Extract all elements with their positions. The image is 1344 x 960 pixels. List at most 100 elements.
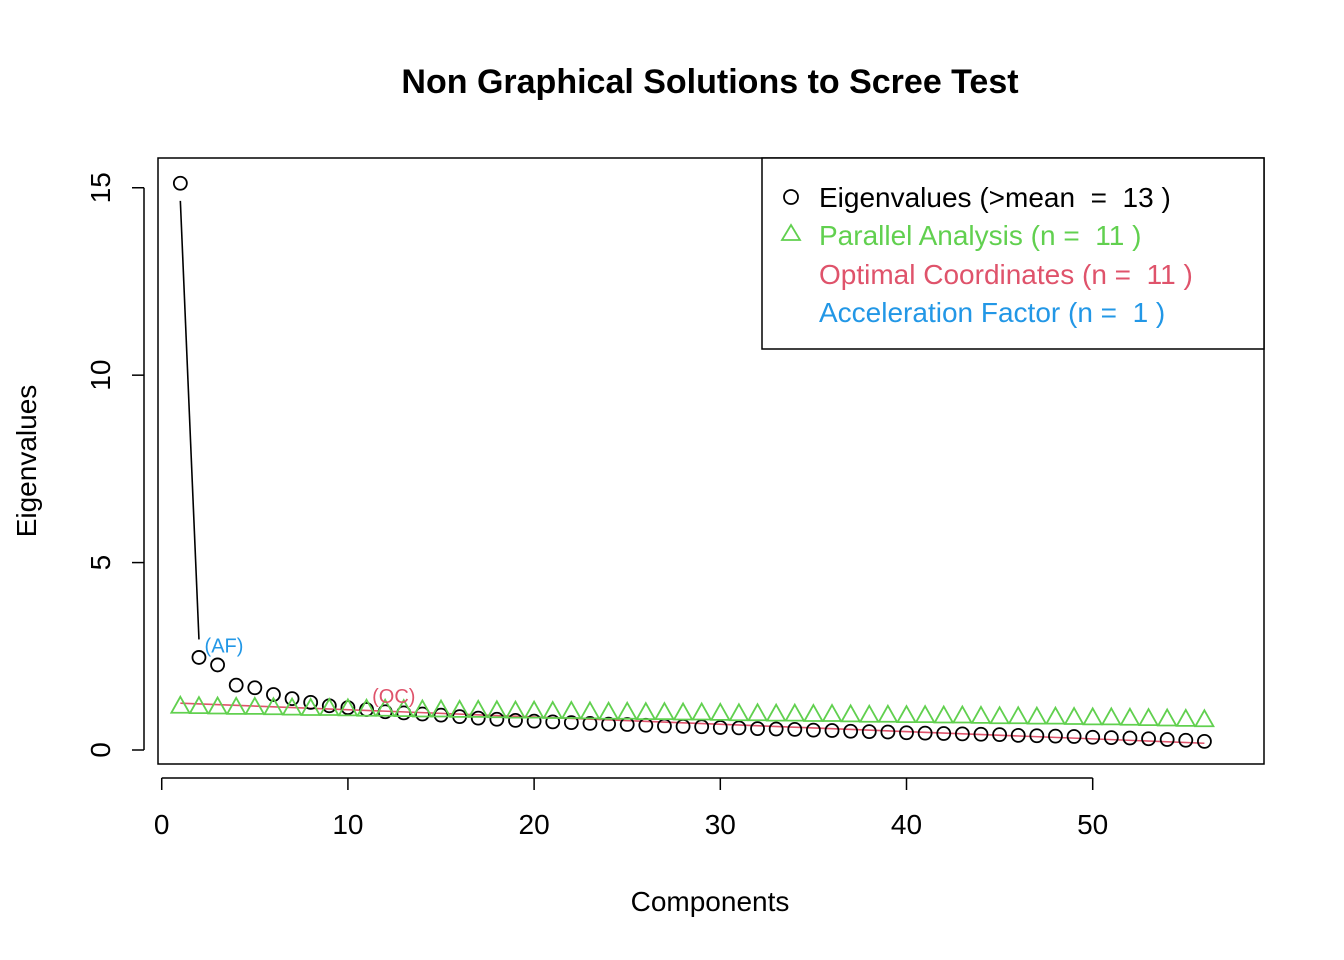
y-tick-label: 0: [85, 742, 116, 758]
parallel-point: [989, 705, 1011, 725]
eigen-point: [1048, 728, 1063, 744]
eigen-point: [936, 726, 952, 741]
parallel-point: [784, 702, 806, 722]
parallel-point: [747, 702, 769, 722]
parallel-point: [374, 697, 396, 717]
chart-title: Non Graphical Solutions to Scree Test: [401, 63, 1018, 101]
oc_line: [180, 702, 1205, 745]
x-tick-label: 30: [705, 809, 736, 840]
legend-label-parallel: Parallel Analysis (n = 11 ): [819, 220, 1141, 251]
parallel-point: [877, 703, 899, 723]
eigen-point: [731, 720, 747, 736]
marks-layer: [169, 175, 1215, 749]
eigen-point: [750, 721, 765, 737]
eigen-point: [1103, 730, 1119, 746]
parallel-point: [672, 701, 694, 721]
eigen-point: [508, 712, 523, 728]
eigen-point: [899, 725, 914, 741]
x-tick-label: 0: [154, 809, 170, 840]
eigen-point: [433, 707, 449, 723]
parallel-point: [895, 704, 918, 724]
eigen-point: [1010, 727, 1026, 743]
eigen-point: [601, 716, 616, 732]
parallel-point: [840, 703, 862, 723]
eigen-point: [973, 726, 989, 742]
parallel-point: [933, 704, 955, 724]
parallel-point: [728, 702, 750, 722]
plot-frame: [157, 157, 1265, 765]
eigen-point: [806, 722, 821, 738]
parallel-point: [467, 699, 489, 718]
y-tick-label: 5: [85, 555, 116, 571]
eigen-point: [675, 718, 691, 734]
parallel-point: [169, 694, 191, 714]
eigen-point: [266, 687, 281, 702]
parallel-point: [523, 699, 545, 719]
parallel-point: [858, 703, 880, 723]
eigen-point: [284, 691, 300, 707]
eigen-point: [917, 725, 933, 741]
eigen-point: [210, 657, 225, 673]
parallel-point: [1082, 706, 1104, 726]
y-tick-label: 10: [85, 360, 116, 391]
legend-label-acceleration: Acceleration Factor (n = 1 ): [819, 297, 1165, 328]
eigen-point: [861, 724, 877, 740]
eigen-point: [768, 721, 784, 737]
eigen-point: [470, 710, 486, 726]
x-tick-label: 50: [1077, 809, 1108, 840]
parallel-point: [281, 696, 303, 716]
parallel-point: [616, 700, 638, 720]
eigen-point: [526, 713, 542, 729]
af_line: [179, 200, 200, 640]
eigen-point: [414, 706, 430, 722]
x-axis-label: Components: [631, 886, 790, 917]
parallel-point: [1156, 707, 1178, 727]
parallel-point: [1119, 706, 1141, 726]
parallel-point: [579, 700, 601, 720]
eigen-point: [489, 711, 505, 727]
parallel-point: [598, 700, 620, 720]
parallel-point: [765, 702, 787, 722]
eigen-point: [545, 714, 561, 730]
y-axis: 0 5 10 15: [85, 172, 145, 758]
parallel-point: [411, 698, 433, 718]
annotations-layer: (AF) (OC): [205, 636, 416, 709]
parallel-point: [207, 695, 229, 715]
parallel-point: [244, 696, 266, 715]
y-tick-label: 15: [85, 172, 116, 203]
eigen-point: [787, 721, 803, 737]
eigen-point: [1066, 729, 1082, 744]
parallel-point: [821, 703, 843, 722]
eigen-point: [303, 694, 319, 710]
legend-label-eigen: Eigenvalues (>mean = 13 ): [819, 182, 1171, 213]
parallel-point: [1044, 705, 1067, 725]
eigen-point: [228, 677, 244, 693]
parallel-point: [504, 699, 527, 719]
eigen-point: [172, 175, 188, 191]
parallel-point: [970, 705, 992, 724]
parallel-point: [1175, 708, 1197, 727]
parallel-point: [355, 697, 378, 717]
x-tick-label: 40: [891, 809, 922, 840]
eigen-point: [563, 715, 579, 731]
parallel-point: [225, 696, 247, 715]
eigen-point: [1085, 729, 1101, 745]
parallel-point: [449, 699, 471, 718]
eigen-point: [1197, 733, 1212, 749]
eigen-point: [1141, 731, 1156, 747]
legend-label-optimal: Optimal Coordinates (n = 11 ): [819, 259, 1193, 290]
lines-layer: [179, 200, 1205, 745]
parallel-point: [542, 700, 564, 719]
parallel-point: [914, 704, 936, 724]
eigen-point: [247, 680, 263, 696]
eigen-point: [1159, 732, 1175, 747]
parallel-point: [1026, 705, 1048, 725]
parallel-point: [560, 700, 582, 719]
parallel-point: [1100, 706, 1122, 726]
parallel-point: [653, 701, 675, 721]
parallel-point: [430, 698, 452, 718]
legend-marker-parallel-icon: [780, 223, 802, 241]
parallel-point: [802, 703, 824, 722]
parallel-point: [709, 702, 731, 721]
